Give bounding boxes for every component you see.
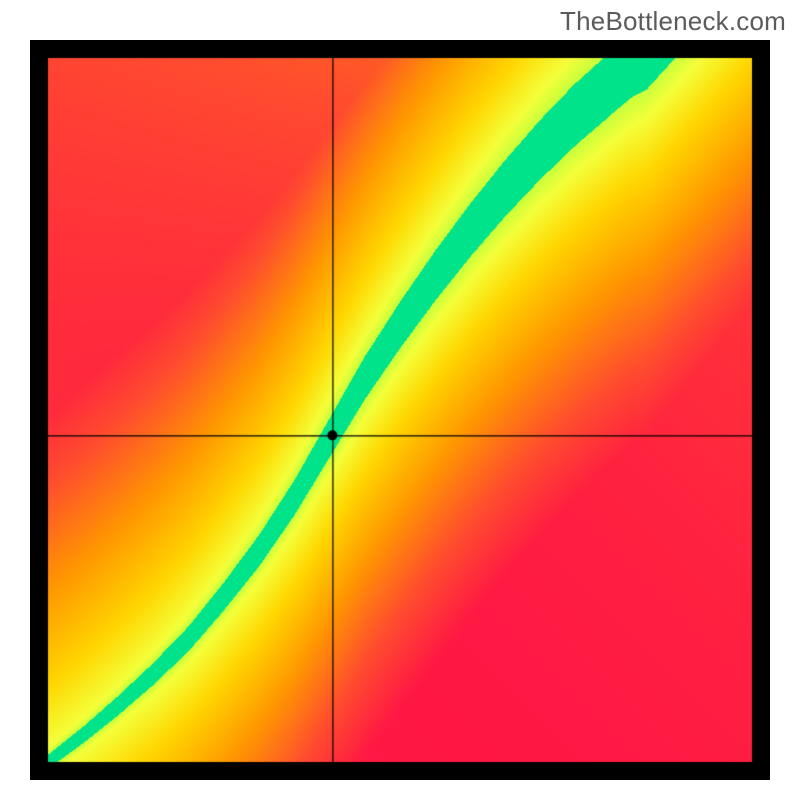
heatmap-plot <box>30 40 770 780</box>
chart-stage: TheBottleneck.com <box>0 0 800 800</box>
heatmap-canvas <box>30 40 770 780</box>
watermark-text: TheBottleneck.com <box>560 6 786 37</box>
